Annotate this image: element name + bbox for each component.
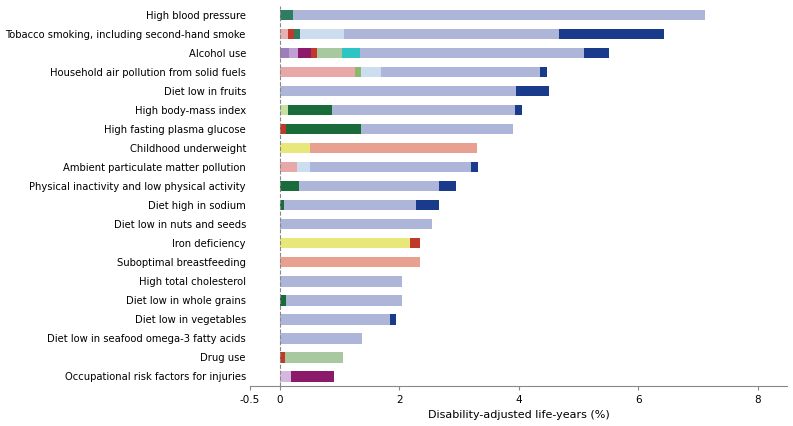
Bar bbox=[289, 48, 298, 58]
Bar bbox=[280, 257, 420, 268]
Bar bbox=[515, 86, 549, 96]
Bar bbox=[410, 238, 419, 248]
Bar bbox=[300, 29, 344, 39]
Bar bbox=[559, 29, 664, 39]
Bar bbox=[280, 105, 288, 115]
Bar bbox=[471, 162, 478, 173]
Bar bbox=[280, 86, 515, 96]
Bar bbox=[280, 371, 291, 382]
Bar bbox=[280, 200, 284, 210]
Bar bbox=[280, 314, 390, 325]
Bar bbox=[299, 181, 439, 191]
Bar bbox=[280, 238, 410, 248]
Bar bbox=[280, 124, 286, 134]
Bar bbox=[288, 105, 332, 115]
Bar bbox=[311, 48, 317, 58]
Bar bbox=[280, 162, 297, 173]
Bar bbox=[280, 67, 354, 78]
Bar bbox=[317, 48, 342, 58]
Bar bbox=[285, 352, 343, 363]
Bar bbox=[361, 124, 513, 134]
Bar bbox=[416, 200, 439, 210]
Bar bbox=[280, 143, 310, 153]
Bar bbox=[293, 10, 705, 20]
Bar bbox=[354, 67, 361, 78]
Bar bbox=[310, 143, 477, 153]
Bar bbox=[280, 29, 288, 39]
Bar bbox=[284, 200, 416, 210]
Bar bbox=[439, 181, 456, 191]
Bar bbox=[293, 29, 300, 39]
X-axis label: Disability-adjusted life-years (%): Disability-adjusted life-years (%) bbox=[428, 410, 610, 420]
Bar bbox=[280, 48, 289, 58]
Bar bbox=[540, 67, 547, 78]
Bar bbox=[280, 333, 362, 343]
Bar bbox=[280, 352, 285, 363]
Bar bbox=[280, 295, 286, 305]
Bar bbox=[381, 67, 540, 78]
Bar bbox=[342, 48, 360, 58]
Bar bbox=[291, 371, 334, 382]
Bar bbox=[280, 219, 432, 230]
Bar bbox=[288, 29, 293, 39]
Bar bbox=[390, 314, 396, 325]
Bar bbox=[280, 181, 299, 191]
Bar bbox=[360, 48, 584, 58]
Bar bbox=[280, 276, 402, 287]
Bar bbox=[515, 105, 522, 115]
Bar bbox=[344, 29, 559, 39]
Bar bbox=[332, 105, 515, 115]
Bar bbox=[297, 162, 310, 173]
Bar bbox=[361, 67, 381, 78]
Bar bbox=[584, 48, 609, 58]
Bar bbox=[280, 10, 293, 20]
Bar bbox=[286, 295, 402, 305]
Bar bbox=[298, 48, 311, 58]
Bar bbox=[286, 124, 361, 134]
Bar bbox=[310, 162, 471, 173]
